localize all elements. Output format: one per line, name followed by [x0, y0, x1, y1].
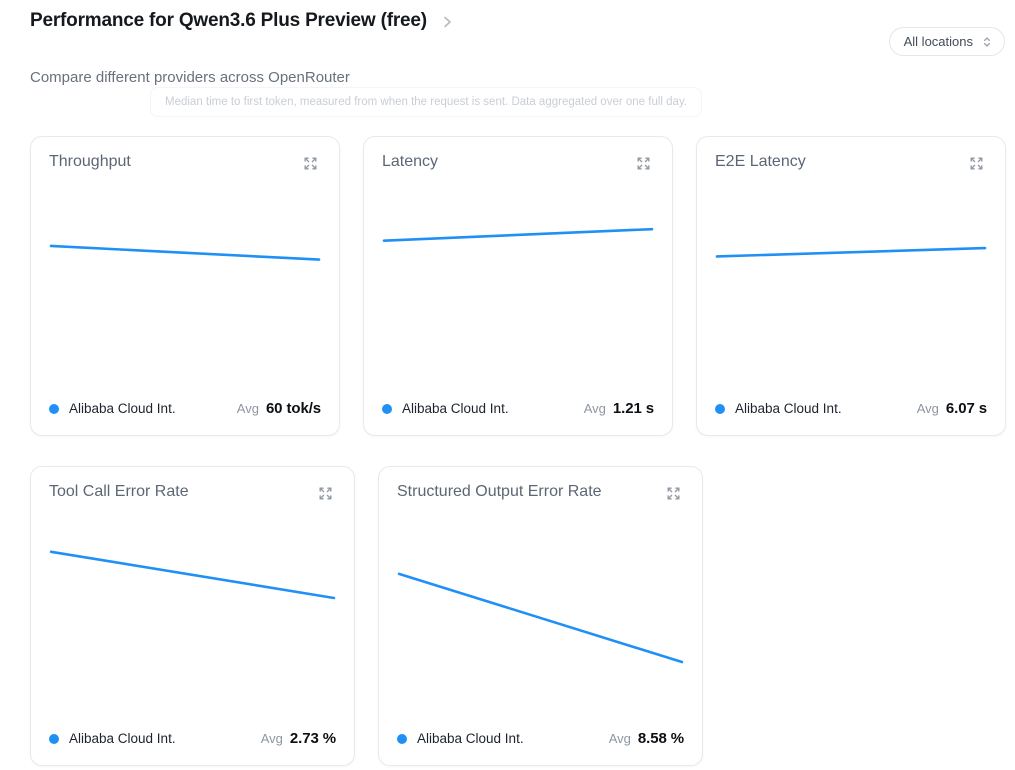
avg-group: Avg 6.07 s	[917, 400, 987, 417]
page-header: Performance for Qwen3.6 Plus Preview (fr…	[0, 0, 1015, 56]
avg-value: 8.58 %	[637, 730, 684, 747]
avg-value: 1.21 s	[612, 400, 654, 417]
avg-value: 60 tok/s	[265, 400, 321, 417]
metric-tooltip-text: Median time to first token, measured fro…	[165, 96, 688, 108]
select-chevrons-icon	[981, 36, 993, 48]
charts-row-1: Throughput Alibaba Cloud Int. Avg 60 tok…	[30, 136, 1015, 436]
card-title: E2E Latency	[715, 153, 806, 170]
expand-icon[interactable]	[300, 153, 321, 174]
avg-group: Avg 1.21 s	[584, 400, 654, 417]
trend-line	[384, 229, 652, 241]
avg-label: Avg	[260, 731, 283, 746]
metric-card-throughput: Throughput Alibaba Cloud Int. Avg 60 tok…	[30, 136, 340, 436]
trend-line	[51, 552, 334, 598]
legend-row[interactable]: Alibaba Cloud Int. Avg 60 tok/s	[47, 400, 323, 421]
card-title: Tool Call Error Rate	[49, 483, 189, 500]
provider-name: Alibaba Cloud Int.	[69, 731, 176, 746]
card-header: Latency	[380, 153, 656, 174]
metric-card-tool-call-error-rate: Tool Call Error Rate Alibaba Cloud Int. …	[30, 466, 355, 766]
card-title: Throughput	[49, 153, 131, 170]
provider-name: Alibaba Cloud Int.	[402, 401, 509, 416]
avg-label: Avg	[583, 401, 606, 416]
avg-value: 2.73 %	[289, 730, 336, 747]
card-title: Structured Output Error Rate	[397, 483, 602, 500]
trend-line	[399, 574, 682, 662]
line-chart	[49, 514, 336, 724]
avg-label: Avg	[608, 731, 631, 746]
avg-label: Avg	[236, 401, 259, 416]
trend-line	[717, 248, 985, 256]
metric-card-structured-output-error-rate: Structured Output Error Rate Alibaba Clo…	[378, 466, 703, 766]
card-header: Throughput	[47, 153, 323, 174]
card-header: E2E Latency	[713, 153, 989, 174]
expand-icon[interactable]	[633, 153, 654, 174]
line-chart	[49, 184, 321, 394]
provider-name: Alibaba Cloud Int.	[69, 401, 176, 416]
provider-name: Alibaba Cloud Int.	[735, 401, 842, 416]
locations-select-value: All locations	[903, 34, 973, 49]
card-header: Structured Output Error Rate	[395, 483, 686, 504]
title-row: Performance for Qwen3.6 Plus Preview (fr…	[30, 10, 455, 32]
legend-row[interactable]: Alibaba Cloud Int. Avg 1.21 s	[380, 400, 656, 421]
avg-group: Avg 60 tok/s	[237, 400, 321, 417]
page-subtitle: Compare different providers across OpenR…	[30, 69, 350, 86]
expand-icon[interactable]	[315, 483, 336, 504]
legend-dot-icon	[715, 403, 725, 414]
chevron-right-icon[interactable]	[439, 14, 455, 30]
line-chart	[382, 184, 654, 394]
locations-select[interactable]: All locations	[888, 27, 1005, 56]
legend-dot-icon	[397, 733, 407, 744]
page-title: Performance for Qwen3.6 Plus Preview (fr…	[30, 10, 427, 31]
legend-dot-icon	[49, 403, 59, 414]
line-chart	[397, 514, 684, 724]
legend-row[interactable]: Alibaba Cloud Int. Avg 6.07 s	[713, 400, 989, 421]
legend-dot-icon	[49, 733, 59, 744]
legend-dot-icon	[382, 403, 392, 414]
trend-line	[51, 246, 319, 260]
avg-label: Avg	[916, 401, 939, 416]
legend-row[interactable]: Alibaba Cloud Int. Avg 2.73 %	[47, 730, 338, 751]
charts-row-2: Tool Call Error Rate Alibaba Cloud Int. …	[30, 466, 1015, 766]
line-chart	[715, 184, 987, 394]
provider-name: Alibaba Cloud Int.	[417, 731, 524, 746]
expand-icon[interactable]	[663, 483, 684, 504]
metric-card-e2e-latency: E2E Latency Alibaba Cloud Int. Avg 6.07 …	[696, 136, 1006, 436]
avg-value: 6.07 s	[945, 400, 987, 417]
metric-card-latency: Latency Alibaba Cloud Int. Avg 1.21 s	[363, 136, 673, 436]
card-header: Tool Call Error Rate	[47, 483, 338, 504]
card-title: Latency	[382, 153, 439, 170]
metric-tooltip: Median time to first token, measured fro…	[150, 87, 703, 117]
legend-row[interactable]: Alibaba Cloud Int. Avg 8.58 %	[395, 730, 686, 751]
avg-group: Avg 8.58 %	[609, 730, 684, 747]
avg-group: Avg 2.73 %	[261, 730, 336, 747]
expand-icon[interactable]	[966, 153, 987, 174]
